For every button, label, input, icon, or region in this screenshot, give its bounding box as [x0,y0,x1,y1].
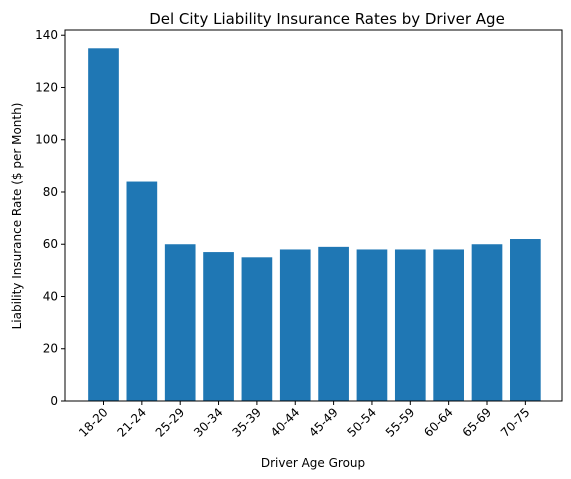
x-tick-label: 40-44 [268,405,303,440]
y-tick-label: 40 [43,289,58,303]
bar-65-69 [471,244,503,401]
x-tick-label: 21-24 [114,405,149,440]
y-tick-label: 20 [43,342,58,356]
x-tick-label: 45-49 [306,405,341,440]
x-tick-label: 25-29 [153,405,188,440]
x-axis: 18-20 21-24 25-29 30-34 35-39 40-44 45-49 50-54… [76,401,532,440]
bar-55-59 [394,249,426,401]
bars-group [88,48,541,402]
y-tick-label: 100 [35,133,58,147]
x-tick-label: 50-54 [345,405,380,440]
x-tick-label: 35-39 [229,405,264,440]
plot-frame [64,29,563,402]
chart-title: Del City Liability Insurance Rates by Dr… [149,10,505,28]
x-axis-label: Driver Age Group [261,456,365,470]
bar-18-20 [88,48,119,402]
bar-70-75 [510,239,541,401]
y-tick-label: 120 [35,80,58,94]
x-tick-label: 18-20 [76,405,111,440]
y-tick-label: 80 [43,185,58,199]
bar-45-49 [318,246,349,401]
x-tick-label: 30-34 [191,405,226,440]
y-tick-label: 140 [35,28,58,42]
x-tick-label: 70-75 [498,405,533,440]
y-tick-label: 0 [50,394,58,408]
bar-50-54 [356,249,388,401]
y-tick-label: 60 [43,237,58,251]
y-axis: 0 20 40 60 80 100 120 140 [35,28,65,408]
bar-30-34 [203,252,234,401]
bar-25-29 [164,244,196,401]
x-tick-label: 65-69 [460,405,495,440]
bar-60-64 [433,249,464,401]
bar-21-24 [126,181,158,401]
bar-40-44 [279,249,311,401]
x-tick-label: 55-59 [383,405,418,440]
x-tick-label: 60-64 [421,405,456,440]
y-axis-label: Liability Insurance Rate ($ per Month) [10,103,24,330]
bar-35-39 [241,257,273,401]
